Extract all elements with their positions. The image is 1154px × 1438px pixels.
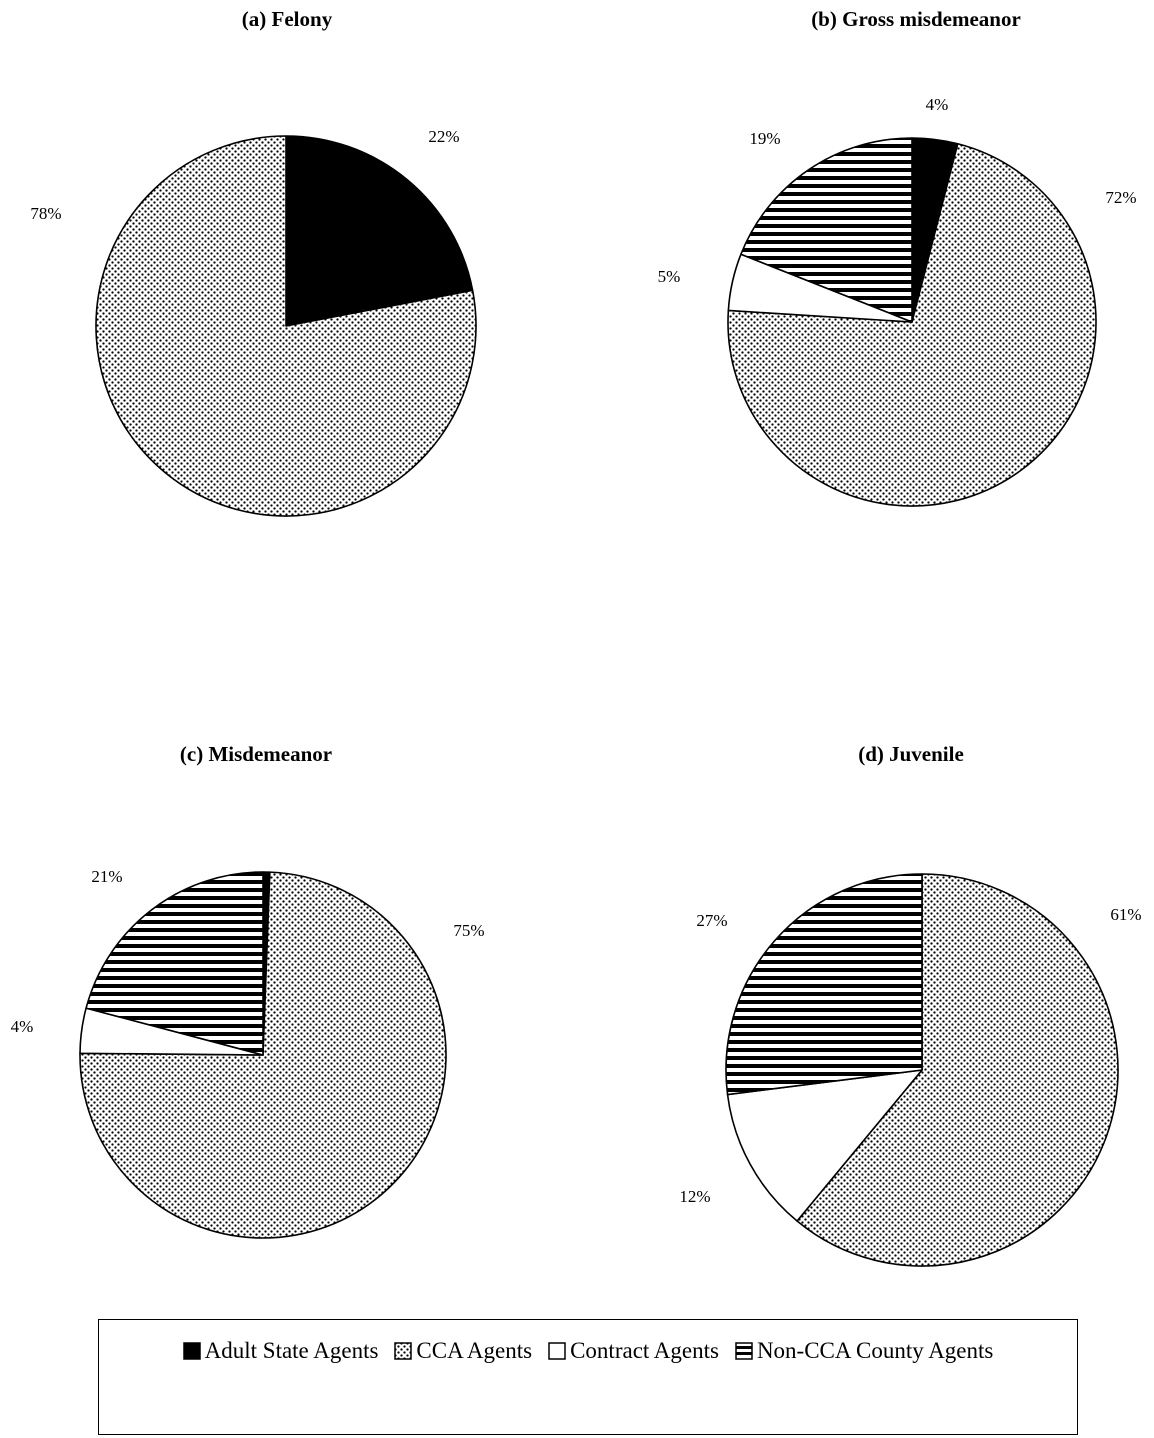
legend-swatch-dots — [394, 1342, 413, 1360]
slice-label-cca: 75% — [453, 921, 484, 940]
chart-title: (c) Misdemeanor — [180, 742, 332, 766]
slice-label-cca: 61% — [1110, 905, 1141, 924]
legend: Adult State Agents CCA Agents Contract A… — [98, 1319, 1078, 1435]
slice-label-adult-state: 4% — [926, 95, 949, 114]
pie-slice-cca-agents — [95, 135, 477, 517]
legend-item-cca: CCA Agents — [394, 1338, 532, 1364]
legend-row: Adult State Agents CCA Agents Contract A… — [99, 1336, 1077, 1366]
slice-label-non-cca: 21% — [91, 867, 122, 886]
legend-swatch-stripes — [735, 1342, 753, 1360]
legend-swatch-solid — [182, 1342, 201, 1360]
pie-slice-non-cca-county-agents — [740, 137, 913, 323]
chart-title: (a) Felony — [242, 7, 333, 31]
slice-label-non-cca: 19% — [749, 129, 780, 148]
legend-label: Adult State Agents — [204, 1338, 379, 1363]
legend-label: Contract Agents — [570, 1338, 719, 1363]
pie-slice-cca-agents — [796, 873, 1119, 1267]
pie-felony — [95, 135, 477, 517]
pie-gross-misdemeanor — [727, 137, 1097, 507]
pie-misdemeanor — [79, 871, 447, 1239]
chart-gross-misdemeanor: (b) Gross misdemeanor 4% 72% 5% 19% — [658, 7, 1137, 507]
slice-label-contract: 4% — [11, 1017, 34, 1036]
legend-label: CCA Agents — [416, 1338, 533, 1363]
legend-item-contract: Contract Agents — [548, 1338, 719, 1364]
slice-label-non-cca: 27% — [696, 911, 727, 930]
chart-juvenile: (d) Juvenile 61% 12% 27% — [679, 742, 1142, 1267]
pie-slice-cca-agents — [727, 142, 1097, 507]
slice-label-cca: 78% — [30, 204, 61, 223]
legend-label: Non-CCA County Agents — [756, 1338, 994, 1363]
pie-slice-adult-state-agents — [285, 135, 474, 327]
pie-slice-non-cca-county-agents — [725, 873, 923, 1096]
pie-slice-non-cca-county-agents — [85, 871, 264, 1056]
slice-label-cca: 72% — [1105, 188, 1136, 207]
legend-item-adult-state: Adult State Agents — [182, 1338, 379, 1364]
slice-label-contract: 5% — [658, 267, 681, 286]
chart-felony: (a) Felony 22% 78% — [30, 7, 477, 517]
slice-label-adult-state: 22% — [428, 127, 459, 146]
chart-misdemeanor: (c) Misdemeanor 75% 4% 21% — [11, 742, 485, 1239]
pie-slice-contract-agents — [726, 1069, 923, 1222]
legend-swatch-white — [548, 1342, 566, 1360]
charts-canvas: (a) Felony 22% 78% (b) Gross misdemeanor… — [11, 7, 1142, 1267]
legend-item-non-cca: Non-CCA County Agents — [735, 1338, 993, 1364]
chart-title: (b) Gross misdemeanor — [811, 7, 1021, 31]
slice-label-contract: 12% — [679, 1187, 710, 1206]
chart-title: (d) Juvenile — [858, 742, 964, 766]
pie-juvenile — [725, 873, 1119, 1267]
